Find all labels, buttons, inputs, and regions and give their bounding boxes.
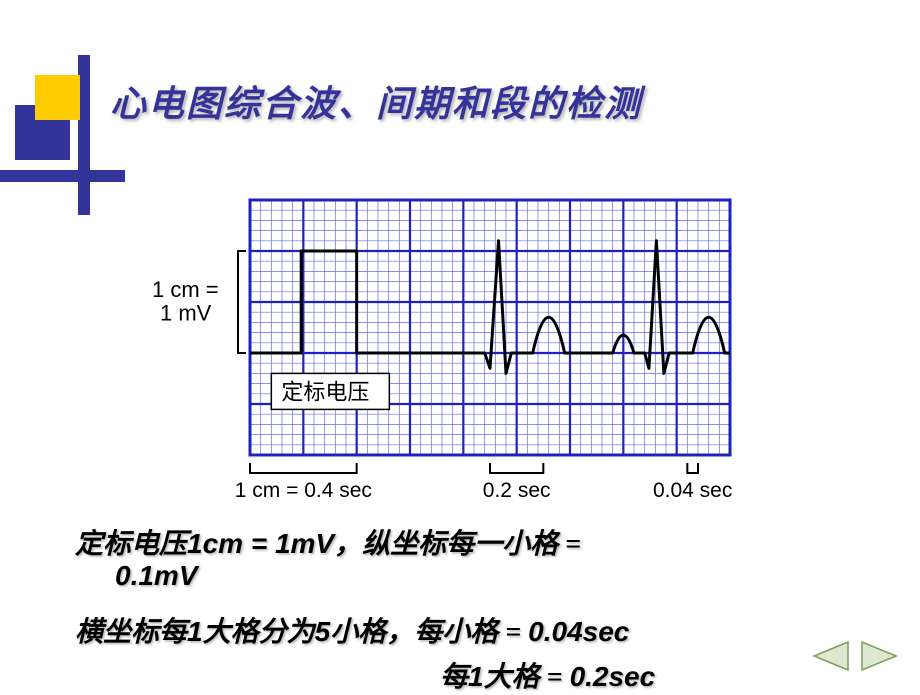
slide-title: 心电图综合波、间期和段的检测	[110, 75, 642, 127]
t2c: 大格分为	[203, 617, 315, 648]
text-line-1b: 0.1mV	[115, 560, 198, 593]
deco-blue-hbar	[0, 170, 125, 182]
svg-text:0.04 sec: 0.04 sec	[653, 479, 732, 502]
t2b: 1	[187, 616, 203, 647]
ecg-svg: 1 cm =1 mV 定标电压 1 cm = 0.4 sec 0.2 sec 0.04 …	[150, 190, 740, 510]
t1d: 0.1mV	[115, 560, 198, 591]
t1a: 定标电压	[75, 529, 187, 560]
prev-slide-button[interactable]	[810, 640, 850, 672]
svg-text:定标电压: 定标电压	[281, 379, 369, 404]
t2a: 横坐标每	[75, 617, 187, 648]
svg-text:1 cm =: 1 cm =	[152, 277, 219, 302]
svg-text:1 cm = 0.4 sec: 1 cm = 0.4 sec	[235, 479, 372, 502]
t3c: 大格 =	[484, 662, 570, 693]
t2d: 5	[315, 616, 331, 647]
t1c: ，纵坐标每一小格 =	[334, 529, 581, 560]
text-line-2: 横坐标每1大格分为5小格，每小格 = 0.04sec	[75, 610, 629, 650]
ecg-diagram: 1 cm =1 mV 定标电压 1 cm = 0.4 sec 0.2 sec 0.04 …	[150, 190, 740, 510]
deco-yellow-square	[35, 75, 80, 120]
svg-text:1 mV: 1 mV	[160, 300, 212, 325]
t1b: 1cm = 1mV	[187, 528, 334, 559]
svg-text:0.2 sec: 0.2 sec	[483, 479, 551, 502]
text-line-3: 每1大格 = 0.2sec	[440, 655, 655, 695]
t3d: 0.2sec	[570, 661, 656, 692]
next-slide-button[interactable]	[860, 640, 900, 672]
arrow-right-icon	[860, 640, 900, 672]
t2f: 0.04sec	[528, 616, 629, 647]
t2e: 小格，每小格 =	[330, 617, 528, 648]
t3b: 1	[468, 661, 484, 692]
text-line-1: 定标电压1cm = 1mV，纵坐标每一小格 =	[75, 522, 581, 562]
t3a: 每	[440, 662, 468, 693]
arrow-left-icon	[810, 640, 850, 672]
